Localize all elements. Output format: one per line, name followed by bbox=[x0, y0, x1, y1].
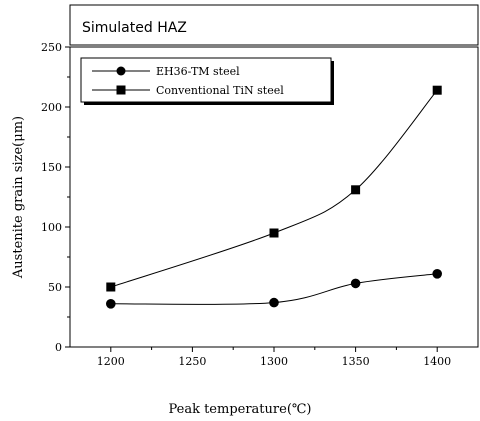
legend-label-eh36: EH36-TM steel bbox=[156, 65, 240, 78]
data-point-circle bbox=[269, 297, 279, 308]
y-axis: 0 50 100 150 200 250 bbox=[41, 41, 70, 354]
series-layer bbox=[106, 85, 443, 309]
chart-title: Simulated HAZ bbox=[82, 20, 187, 36]
x-tick-label: 1300 bbox=[260, 355, 288, 368]
title-box bbox=[69, 4, 479, 46]
legend-marker-eh36 bbox=[116, 66, 126, 76]
data-point-square bbox=[269, 228, 279, 238]
data-point-circle bbox=[106, 299, 116, 309]
y-tick-label: 150 bbox=[41, 161, 62, 174]
legend-label-tin: Conventional TiN steel bbox=[156, 84, 284, 97]
data-point-square bbox=[432, 85, 442, 95]
data-point-circle bbox=[350, 278, 361, 289]
x-tick-label: 1200 bbox=[97, 355, 125, 368]
x-tick-label: 1400 bbox=[423, 355, 451, 368]
legend-marker-tin bbox=[116, 85, 126, 95]
legend-box bbox=[80, 57, 332, 103]
data-point-circle bbox=[432, 269, 443, 279]
x-axis: 1200 1250 1300 1350 1400 bbox=[97, 347, 451, 368]
data-point-square bbox=[106, 282, 116, 292]
y-tick-label: 50 bbox=[48, 281, 62, 294]
data-point-square bbox=[351, 185, 361, 195]
x-tick-label: 1250 bbox=[178, 355, 206, 368]
series-line-0 bbox=[110, 273, 438, 305]
series-line-1 bbox=[110, 89, 438, 288]
legend: EH36-TM steel Conventional TiN steel bbox=[80, 57, 334, 105]
x-tick-label: 1350 bbox=[342, 355, 370, 368]
y-tick-label: 0 bbox=[55, 341, 62, 354]
y-axis-label: Austenite grain size(μm) bbox=[11, 116, 26, 279]
y-tick-label: 250 bbox=[41, 41, 62, 54]
y-tick-label: 200 bbox=[41, 101, 62, 114]
x-axis-label: Peak temperature(℃) bbox=[168, 402, 311, 417]
y-tick-label: 100 bbox=[41, 221, 62, 234]
